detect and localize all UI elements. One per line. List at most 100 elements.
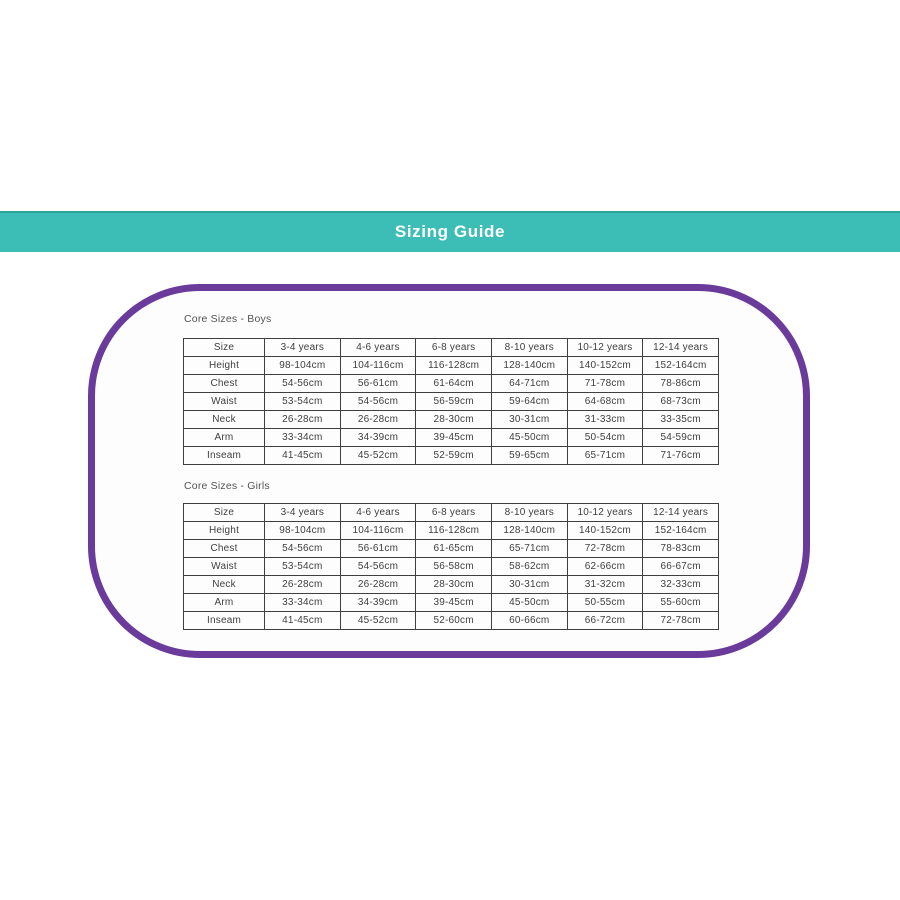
size-table-header-cell: Size bbox=[183, 503, 265, 522]
size-table-cell: 152-164cm bbox=[642, 521, 719, 540]
size-table-cell: 56-61cm bbox=[339, 539, 417, 558]
size-table-cell: 66-67cm bbox=[642, 557, 719, 576]
size-table-cell: 54-56cm bbox=[264, 539, 341, 558]
size-table-cell: 64-68cm bbox=[566, 392, 644, 411]
size-table-cell: 26-28cm bbox=[264, 410, 341, 429]
size-table-header-cell: 12-14 years bbox=[642, 338, 719, 357]
size-table-row-label: Inseam bbox=[183, 611, 265, 630]
size-table-cell: 61-64cm bbox=[415, 374, 492, 393]
size-table-cell: 78-86cm bbox=[642, 374, 719, 393]
size-table-row: Arm 33-34cm 34-39cm 39-45cm 45-50cm 50-55cm 55… bbox=[183, 593, 719, 612]
size-table-cell: 71-78cm bbox=[566, 374, 644, 393]
size-table-row-label: Chest bbox=[183, 539, 265, 558]
size-table-cell: 128-140cm bbox=[490, 356, 568, 375]
size-table-row-label: Neck bbox=[183, 410, 265, 429]
size-table-cell: 28-30cm bbox=[415, 410, 492, 429]
size-table-cell: 33-35cm bbox=[642, 410, 719, 429]
size-table-cell: 54-56cm bbox=[339, 392, 417, 411]
size-table-cell: 26-28cm bbox=[339, 575, 417, 594]
size-table-header-cell: 6-8 years bbox=[415, 338, 492, 357]
size-table-cell: 39-45cm bbox=[415, 593, 492, 612]
size-table-cell: 50-54cm bbox=[566, 428, 644, 447]
size-table-cell: 45-52cm bbox=[339, 611, 417, 630]
size-table-row-label: Height bbox=[183, 356, 265, 375]
size-table-header-cell: 8-10 years bbox=[490, 338, 568, 357]
size-table-cell: 104-116cm bbox=[339, 356, 417, 375]
size-table-cell: 41-45cm bbox=[264, 611, 341, 630]
size-table-header-cell: 6-8 years bbox=[415, 503, 492, 522]
size-table-cell: 56-59cm bbox=[415, 392, 492, 411]
boys-size-table: Size 3-4 years 4-6 years 6-8 years 8-10 year… bbox=[183, 338, 719, 465]
size-table-cell: 26-28cm bbox=[264, 575, 341, 594]
size-table-row: Inseam 41-45cm 45-52cm 52-59cm 59-65cm 65-71c… bbox=[183, 446, 719, 465]
size-table-cell: 72-78cm bbox=[566, 539, 644, 558]
size-table-row-label: Waist bbox=[183, 557, 265, 576]
size-table-cell: 116-128cm bbox=[415, 521, 492, 540]
size-table-cell: 33-34cm bbox=[264, 593, 341, 612]
size-table-header-cell: 3-4 years bbox=[264, 338, 341, 357]
size-table-cell: 53-54cm bbox=[264, 392, 341, 411]
size-table-row-label: Waist bbox=[183, 392, 265, 411]
size-table-cell: 58-62cm bbox=[490, 557, 568, 576]
size-table-row: Arm 33-34cm 34-39cm 39-45cm 45-50cm 50-54cm 54… bbox=[183, 428, 719, 447]
size-table-cell: 45-52cm bbox=[339, 446, 417, 465]
size-table-cell: 34-39cm bbox=[339, 428, 417, 447]
size-table-header-cell: 4-6 years bbox=[339, 338, 417, 357]
size-table-cell: 30-31cm bbox=[490, 410, 568, 429]
size-table-row: Height 98-104cm 104-116cm 116-128cm 128-140c… bbox=[183, 521, 719, 540]
size-table-row: Waist 53-54cm 54-56cm 56-59cm 59-64cm 64-68cm… bbox=[183, 392, 719, 411]
size-table-cell: 72-78cm bbox=[642, 611, 719, 630]
size-table-cell: 65-71cm bbox=[490, 539, 568, 558]
size-table-row: Inseam 41-45cm 45-52cm 52-60cm 60-66cm 66-72c… bbox=[183, 611, 719, 630]
size-table-cell: 52-59cm bbox=[415, 446, 492, 465]
size-table-cell: 116-128cm bbox=[415, 356, 492, 375]
size-table-cell: 104-116cm bbox=[339, 521, 417, 540]
size-table-cell: 60-66cm bbox=[490, 611, 568, 630]
size-table-cell: 128-140cm bbox=[490, 521, 568, 540]
size-table-cell: 152-164cm bbox=[642, 356, 719, 375]
size-table-cell: 65-71cm bbox=[566, 446, 644, 465]
size-table-cell: 33-34cm bbox=[264, 428, 341, 447]
size-table-cell: 26-28cm bbox=[339, 410, 417, 429]
size-table-row-label: Arm bbox=[183, 593, 265, 612]
girls-table-title: Core Sizes - Girls bbox=[184, 480, 270, 492]
size-table-cell: 45-50cm bbox=[490, 428, 568, 447]
size-table-header-cell: 8-10 years bbox=[490, 503, 568, 522]
size-table-row-label: Chest bbox=[183, 374, 265, 393]
size-table-row: Neck 26-28cm 26-28cm 28-30cm 30-31cm 31-32cm 3… bbox=[183, 575, 719, 594]
size-table-cell: 45-50cm bbox=[490, 593, 568, 612]
size-table-row: Chest 54-56cm 56-61cm 61-65cm 65-71cm 72-78cm… bbox=[183, 539, 719, 558]
size-table-row-label: Inseam bbox=[183, 446, 265, 465]
size-table-cell: 66-72cm bbox=[566, 611, 644, 630]
size-table-cell: 54-56cm bbox=[264, 374, 341, 393]
size-table-cell: 140-152cm bbox=[566, 521, 644, 540]
sizing-guide-banner: Sizing Guide bbox=[0, 211, 900, 252]
size-table-row-label: Neck bbox=[183, 575, 265, 594]
size-table-cell: 31-32cm bbox=[566, 575, 644, 594]
sizing-guide-title: Sizing Guide bbox=[394, 222, 506, 241]
size-table-cell: 98-104cm bbox=[264, 521, 341, 540]
size-table-cell: 39-45cm bbox=[415, 428, 492, 447]
size-table-cell: 56-58cm bbox=[415, 557, 492, 576]
size-table-cell: 78-83cm bbox=[642, 539, 719, 558]
size-table-row-label: Height bbox=[183, 521, 265, 540]
size-table-cell: 31-33cm bbox=[566, 410, 644, 429]
size-table-row: Chest 54-56cm 56-61cm 61-64cm 64-71cm 71-78cm… bbox=[183, 374, 719, 393]
size-table-cell: 59-65cm bbox=[490, 446, 568, 465]
size-table-row-label: Arm bbox=[183, 428, 265, 447]
size-table-row: Height 98-104cm 104-116cm 116-128cm 128-140c… bbox=[183, 356, 719, 375]
size-table-cell: 34-39cm bbox=[339, 593, 417, 612]
size-table-row: Neck 26-28cm 26-28cm 28-30cm 30-31cm 31-33cm 3… bbox=[183, 410, 719, 429]
size-table-cell: 55-60cm bbox=[642, 593, 719, 612]
size-table-cell: 50-55cm bbox=[566, 593, 644, 612]
size-table-header-cell: 12-14 years bbox=[642, 503, 719, 522]
size-table-cell: 140-152cm bbox=[566, 356, 644, 375]
size-table-cell: 32-33cm bbox=[642, 575, 719, 594]
size-table-cell: 56-61cm bbox=[339, 374, 417, 393]
size-table-cell: 62-66cm bbox=[566, 557, 644, 576]
size-table-header-cell: Size bbox=[183, 338, 265, 357]
size-table-cell: 98-104cm bbox=[264, 356, 341, 375]
size-table-cell: 41-45cm bbox=[264, 446, 341, 465]
size-table-cell: 28-30cm bbox=[415, 575, 492, 594]
